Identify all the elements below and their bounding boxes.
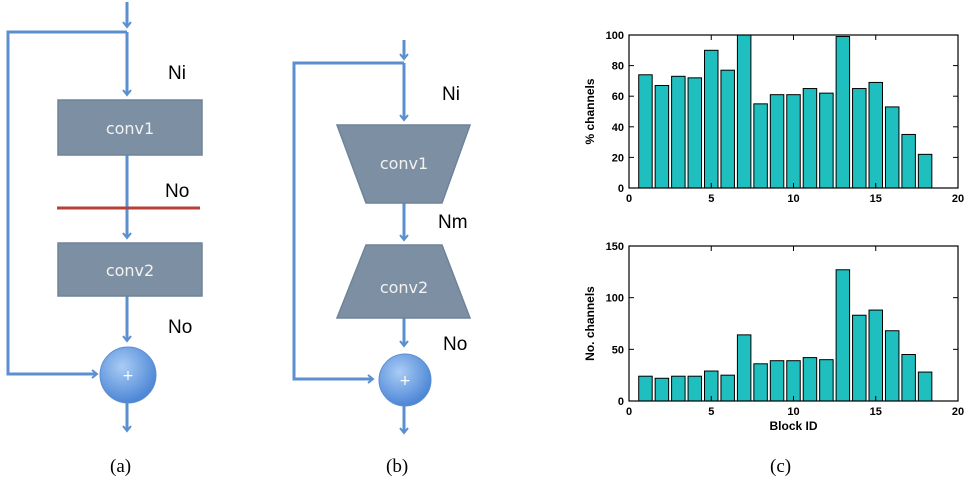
y-tick-label: 20 — [612, 152, 624, 164]
bar — [671, 75, 686, 189]
bar — [819, 92, 834, 189]
label-no-mid: No — [165, 181, 189, 202]
bar — [704, 49, 719, 189]
bar — [720, 374, 735, 402]
y-tick-label: 0 — [618, 396, 624, 408]
label-nm: Nm — [438, 212, 468, 233]
bar — [753, 363, 768, 402]
bar — [736, 34, 752, 189]
diagram-a: conv1 conv2 + Ni No No (a) — [6, 2, 203, 477]
label-no: No — [443, 334, 467, 355]
caption-b: (b) — [386, 456, 408, 477]
label-ni: Ni — [442, 84, 460, 105]
skip-connection — [6, 30, 127, 379]
bar — [802, 357, 818, 402]
bar — [769, 360, 785, 402]
y-axis-label: % channels — [583, 78, 597, 144]
x-tick-label: 10 — [787, 193, 799, 205]
bar — [884, 330, 900, 402]
diagram-b-arrows — [292, 40, 409, 435]
chart-percent-channels: 0 5 10 15 20 0 20 40 60 80 100 % channels — [583, 30, 964, 205]
conv1-label: conv1 — [106, 119, 154, 138]
bar — [736, 334, 752, 402]
bar — [671, 375, 686, 402]
conv1-trapezoid — [335, 124, 472, 204]
label-ni: Ni — [168, 63, 186, 84]
bar — [901, 133, 916, 189]
bar — [638, 74, 653, 189]
bar — [802, 88, 818, 189]
label-no-bottom: No — [168, 317, 192, 338]
conv2-label: conv2 — [106, 261, 154, 280]
bar — [868, 309, 883, 402]
bar — [786, 360, 801, 402]
bar — [687, 375, 703, 402]
bar — [769, 94, 785, 189]
x-axis-label: Block ID — [769, 419, 817, 433]
y-tick-label: 80 — [612, 61, 624, 73]
conv1-box — [57, 99, 203, 156]
x-tick-label: 20 — [952, 406, 964, 418]
sum-node — [378, 353, 432, 407]
x-tick-label: 20 — [952, 193, 964, 205]
bar — [835, 36, 851, 189]
bar — [786, 94, 801, 189]
y-tick-label: 150 — [606, 241, 624, 253]
conv1-label: conv1 — [380, 154, 428, 173]
plus-icon: + — [399, 373, 411, 389]
bar — [835, 269, 851, 402]
x-tick-label: 0 — [626, 406, 632, 418]
bar — [917, 153, 933, 189]
bar — [720, 69, 735, 189]
skip-connection — [292, 61, 404, 384]
y-tick-label: 100 — [606, 293, 624, 305]
x-tick-label: 15 — [870, 406, 882, 418]
bar — [654, 377, 670, 402]
x-tick-label: 5 — [708, 406, 714, 418]
y-tick-label: 60 — [612, 91, 624, 103]
bar — [654, 84, 670, 189]
bar — [753, 103, 768, 189]
x-tick-label: 15 — [870, 193, 882, 205]
diagram-b: conv1 conv2 + Ni Nm No (b) — [292, 40, 472, 477]
y-tick-label: 40 — [612, 122, 624, 134]
conv2-trapezoid — [335, 244, 472, 319]
caption-c: (c) — [770, 456, 791, 477]
plus-icon: + — [122, 368, 134, 384]
conv2-label: conv2 — [380, 278, 428, 297]
x-tick-label: 10 — [787, 406, 799, 418]
y-tick-label: 100 — [606, 30, 624, 42]
bar — [638, 375, 653, 402]
bar — [917, 371, 933, 402]
diagram-a-arrows — [6, 2, 132, 433]
conv2-box — [57, 242, 203, 297]
y-tick-label: 50 — [612, 344, 624, 356]
x-tick-label: 5 — [708, 193, 714, 205]
bar — [819, 359, 834, 402]
bar — [852, 88, 867, 189]
sum-node — [99, 346, 157, 404]
caption-a: (a) — [110, 456, 131, 477]
y-axis-label: No. channels — [583, 286, 597, 361]
bar — [901, 354, 916, 402]
x-tick-label: 0 — [626, 193, 632, 205]
bar — [884, 106, 900, 189]
bar — [852, 314, 867, 402]
bar — [687, 77, 703, 189]
bar — [868, 81, 883, 189]
chart-number-channels: 0 5 10 15 20 0 50 100 150 No. channels Block ID — [583, 241, 964, 433]
y-tick-label: 0 — [618, 183, 624, 195]
